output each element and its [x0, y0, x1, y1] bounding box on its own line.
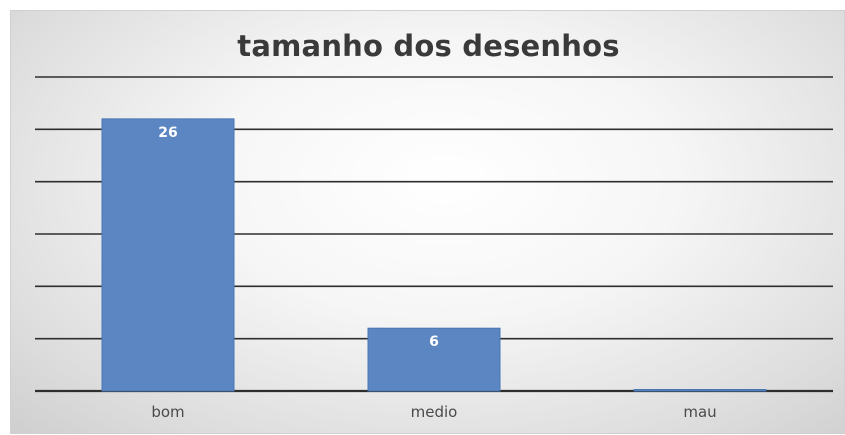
- data-labels: 26 6: [158, 125, 439, 350]
- chart-title: tamanho dos desenhos: [237, 29, 620, 63]
- data-label-bom: 26: [158, 125, 177, 141]
- plot-area: 26 6 bom medio mau: [35, 76, 833, 421]
- bars: [101, 118, 767, 392]
- category-label-bom: bom: [151, 403, 184, 421]
- category-label-medio: medio: [411, 403, 458, 421]
- bar-medio: [367, 327, 501, 392]
- bar-mau: [633, 389, 767, 392]
- category-labels: bom medio mau: [151, 403, 716, 421]
- category-label-mau: mau: [683, 403, 716, 421]
- bar-bom: [101, 118, 235, 392]
- chart-area: tamanho dos desenhos 26 6 bom medio mau: [10, 10, 845, 434]
- data-label-medio: 6: [429, 334, 439, 350]
